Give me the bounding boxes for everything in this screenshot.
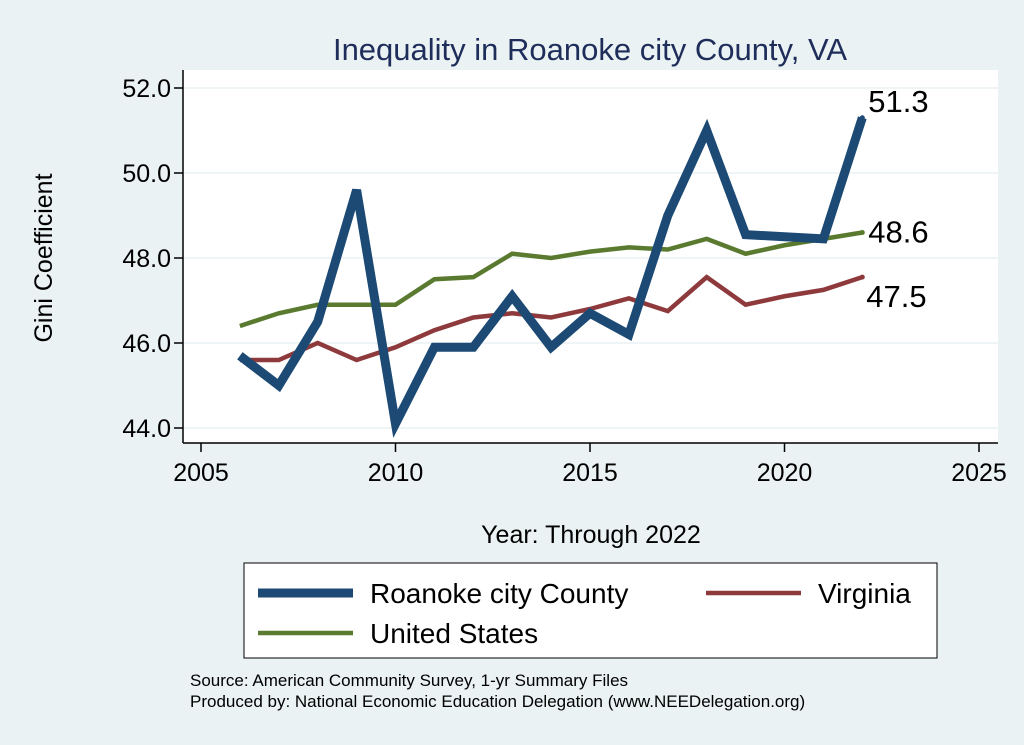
source-line-1: Source: American Community Survey, 1-yr …: [190, 671, 628, 690]
legend-label: Virginia: [818, 578, 911, 609]
y-tick-label: 44.0: [122, 415, 171, 443]
series-lines: [237, 116, 867, 438]
end-point-marker: [859, 230, 865, 235]
end-value-label: 48.6: [868, 215, 928, 250]
x-tick-label: 2025: [951, 459, 1007, 487]
source-line-2: Produced by: National Economic Education…: [190, 692, 805, 711]
axes: 44.0 46.0 48.0 50.0 52.0 2005 2010 2015 2020 2025: [122, 70, 1007, 487]
series-line-roanoke-city-county: [237, 116, 867, 438]
y-axis-title: Gini Coefficient: [30, 173, 58, 342]
y-tick-label: 48.0: [122, 245, 171, 273]
x-axis-title: Year: Through 2022: [481, 521, 701, 549]
legend-label: Roanoke city County: [370, 578, 628, 609]
end-value-label: 51.3: [868, 84, 928, 119]
legend-label: United States: [370, 618, 538, 649]
y-tick-label: 46.0: [122, 330, 171, 358]
legend: Roanoke city County Virginia United States: [243, 562, 938, 659]
chart-title: Inequality in Roanoke city County, VA: [333, 32, 847, 67]
series-line-united-states: [239, 230, 863, 329]
end-value-label: 47.5: [866, 279, 926, 314]
x-tick-label: 2020: [757, 459, 813, 487]
x-tick-label: 2010: [368, 459, 424, 487]
x-tick-label: 2015: [562, 459, 618, 487]
x-tick-label: 2005: [173, 459, 229, 487]
end-labels: 48.6 47.5 51.3: [859, 84, 929, 314]
end-point-marker: [859, 274, 865, 280]
y-tick-label: 50.0: [122, 160, 171, 188]
end-point-marker: [859, 115, 865, 121]
series-line-virginia: [239, 274, 864, 363]
plot-area: [183, 70, 998, 443]
y-tick-label: 52.0: [122, 75, 171, 103]
legend-box: [243, 562, 938, 659]
